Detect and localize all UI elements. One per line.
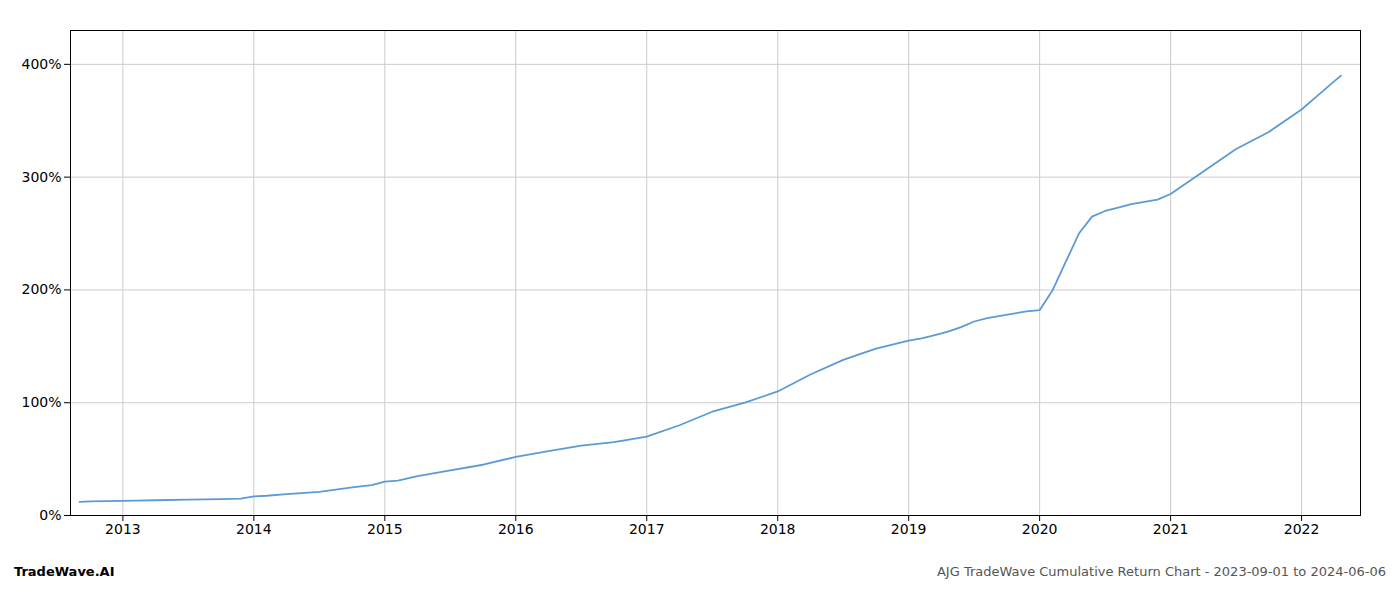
- svg-text:0%: 0%: [39, 507, 61, 523]
- svg-text:100%: 100%: [21, 394, 61, 410]
- svg-text:2021: 2021: [1153, 521, 1189, 537]
- svg-text:200%: 200%: [21, 281, 61, 297]
- svg-text:2019: 2019: [891, 521, 927, 537]
- svg-text:2013: 2013: [105, 521, 141, 537]
- svg-text:2014: 2014: [236, 521, 272, 537]
- svg-text:300%: 300%: [21, 169, 61, 185]
- svg-text:2020: 2020: [1022, 521, 1058, 537]
- svg-text:2015: 2015: [367, 521, 403, 537]
- svg-text:2016: 2016: [498, 521, 534, 537]
- svg-text:2017: 2017: [629, 521, 665, 537]
- html-text:AJG TradeWave Cumulative Retur: AJG TradeWave Cumulative Return Chart - …: [937, 564, 1386, 579]
- svg-text:2022: 2022: [1284, 521, 1320, 537]
- svg-text:2018: 2018: [760, 521, 796, 537]
- html-text:TradeWave.AI: TradeWave.AI: [14, 564, 115, 579]
- svg-text:400%: 400%: [21, 56, 61, 72]
